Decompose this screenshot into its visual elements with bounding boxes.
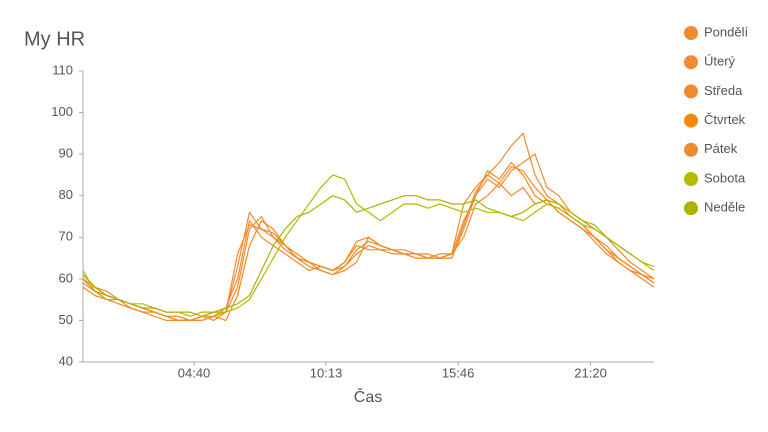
y-tick-label: 100 [51, 104, 73, 119]
y-tick-label: 70 [59, 229, 73, 244]
y-tick-label: 50 [59, 312, 73, 327]
series-line [82, 166, 655, 321]
legend-label: Sobota [704, 170, 746, 185]
legend-marker [684, 113, 698, 128]
legend-label: Pátek [704, 141, 738, 156]
y-tick-label: 80 [59, 187, 73, 202]
legend-label: Středa [704, 83, 743, 98]
series-line [82, 182, 655, 321]
x-axis-title: Čas [354, 387, 382, 406]
legend-marker [684, 172, 698, 186]
legend-label: Úterý [704, 54, 736, 69]
y-tick-label: 110 [52, 62, 73, 77]
y-tick-label: 90 [59, 146, 73, 161]
legend-marker [684, 142, 698, 157]
y-tick-label: 60 [59, 270, 73, 285]
x-tick-label: 10:13 [310, 365, 343, 380]
legend-marker [684, 84, 698, 99]
y-tick-label: 40 [59, 353, 73, 368]
legend-marker [684, 26, 698, 40]
series-line [82, 132, 655, 321]
x-tick-label: 21:20 [574, 365, 607, 380]
legend-label: Neděle [704, 200, 745, 215]
legend-label: Pondělí [704, 24, 748, 39]
legend-marker [684, 201, 698, 216]
legend-marker [684, 55, 698, 70]
series-line [82, 195, 655, 317]
x-tick-label: 04:40 [178, 365, 211, 380]
x-tick-label: 15:46 [442, 365, 475, 380]
chart-title: My HR [24, 28, 85, 50]
legend-label: Čtvrtek [704, 112, 746, 127]
